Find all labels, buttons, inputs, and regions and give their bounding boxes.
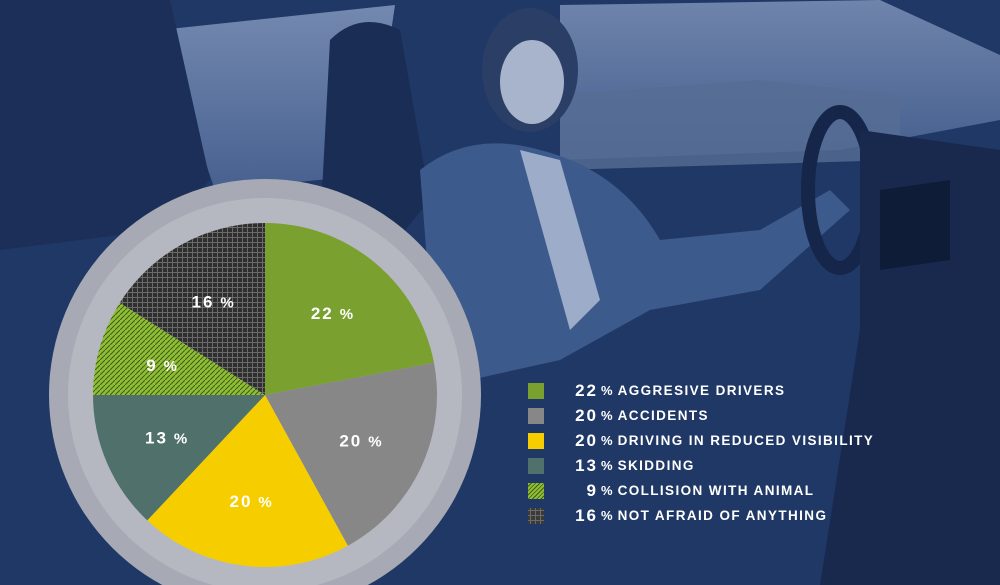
pie-slice-6: [119, 223, 265, 395]
legend-item: 20% ACCIDENTS: [528, 403, 874, 428]
legend-percent-sign: %: [601, 458, 613, 473]
legend-swatch: [528, 507, 544, 524]
pie-slice-4: [93, 395, 265, 521]
legend-percent-sign: %: [601, 433, 613, 448]
pie-slice-1: [265, 223, 434, 395]
legend-value: 16: [575, 505, 598, 525]
pie-slice-5: [93, 302, 265, 395]
slice-label-2: 20%: [339, 431, 383, 450]
legend-value: 13: [575, 455, 598, 475]
slice-label-4: 13%: [145, 428, 189, 447]
legend-label: COLLISION WITH ANIMAL: [617, 483, 815, 498]
pie-chart: 22 % 20 % 20 % 13 % 9 % 16%: [49, 179, 481, 585]
legend-swatch: [528, 482, 544, 499]
legend-item: 9% COLLISION WITH ANIMAL: [528, 478, 874, 503]
legend-value: 20: [575, 405, 598, 425]
slice-label-6: 16%: [191, 293, 235, 312]
legend-swatch: [528, 382, 544, 399]
legend-item: 22% AGGRESIVE DRIVERS: [528, 378, 874, 403]
chart-legend: 22% AGGRESIVE DRIVERS 20% ACCIDENTS 20% DRIVI…: [528, 378, 874, 528]
legend-swatch: [528, 407, 544, 424]
legend-swatch: [528, 432, 544, 449]
legend-label: AGGRESIVE DRIVERS: [617, 383, 786, 398]
slice-label-3: 20%: [230, 492, 274, 511]
pie-slice-3: [147, 395, 348, 567]
legend-percent-sign: %: [601, 408, 613, 423]
legend-label: DRIVING IN REDUCED VISIBILITY: [617, 433, 875, 448]
legend-value: 22: [575, 380, 598, 400]
legend-item: 13% SKIDDING: [528, 453, 874, 478]
legend-item: 20% DRIVING IN REDUCED VISIBILITY: [528, 428, 874, 453]
legend-percent-sign: %: [601, 383, 613, 398]
slice-label-5: 9%: [146, 356, 179, 375]
pie-slice-2: [265, 362, 437, 546]
legend-item: 16% NOT AFRAID OF ANYTHING: [528, 503, 874, 528]
legend-swatch: [528, 457, 544, 474]
legend-label: NOT AFRAID OF ANYTHING: [617, 508, 828, 523]
legend-percent-sign: %: [601, 508, 613, 523]
legend-value: 9: [586, 480, 598, 500]
legend-percent-sign: %: [601, 483, 613, 498]
legend-label: ACCIDENTS: [617, 408, 709, 423]
legend-value: 20: [575, 430, 598, 450]
legend-label: SKIDDING: [617, 458, 695, 473]
slice-label-1: 22%: [311, 304, 355, 323]
